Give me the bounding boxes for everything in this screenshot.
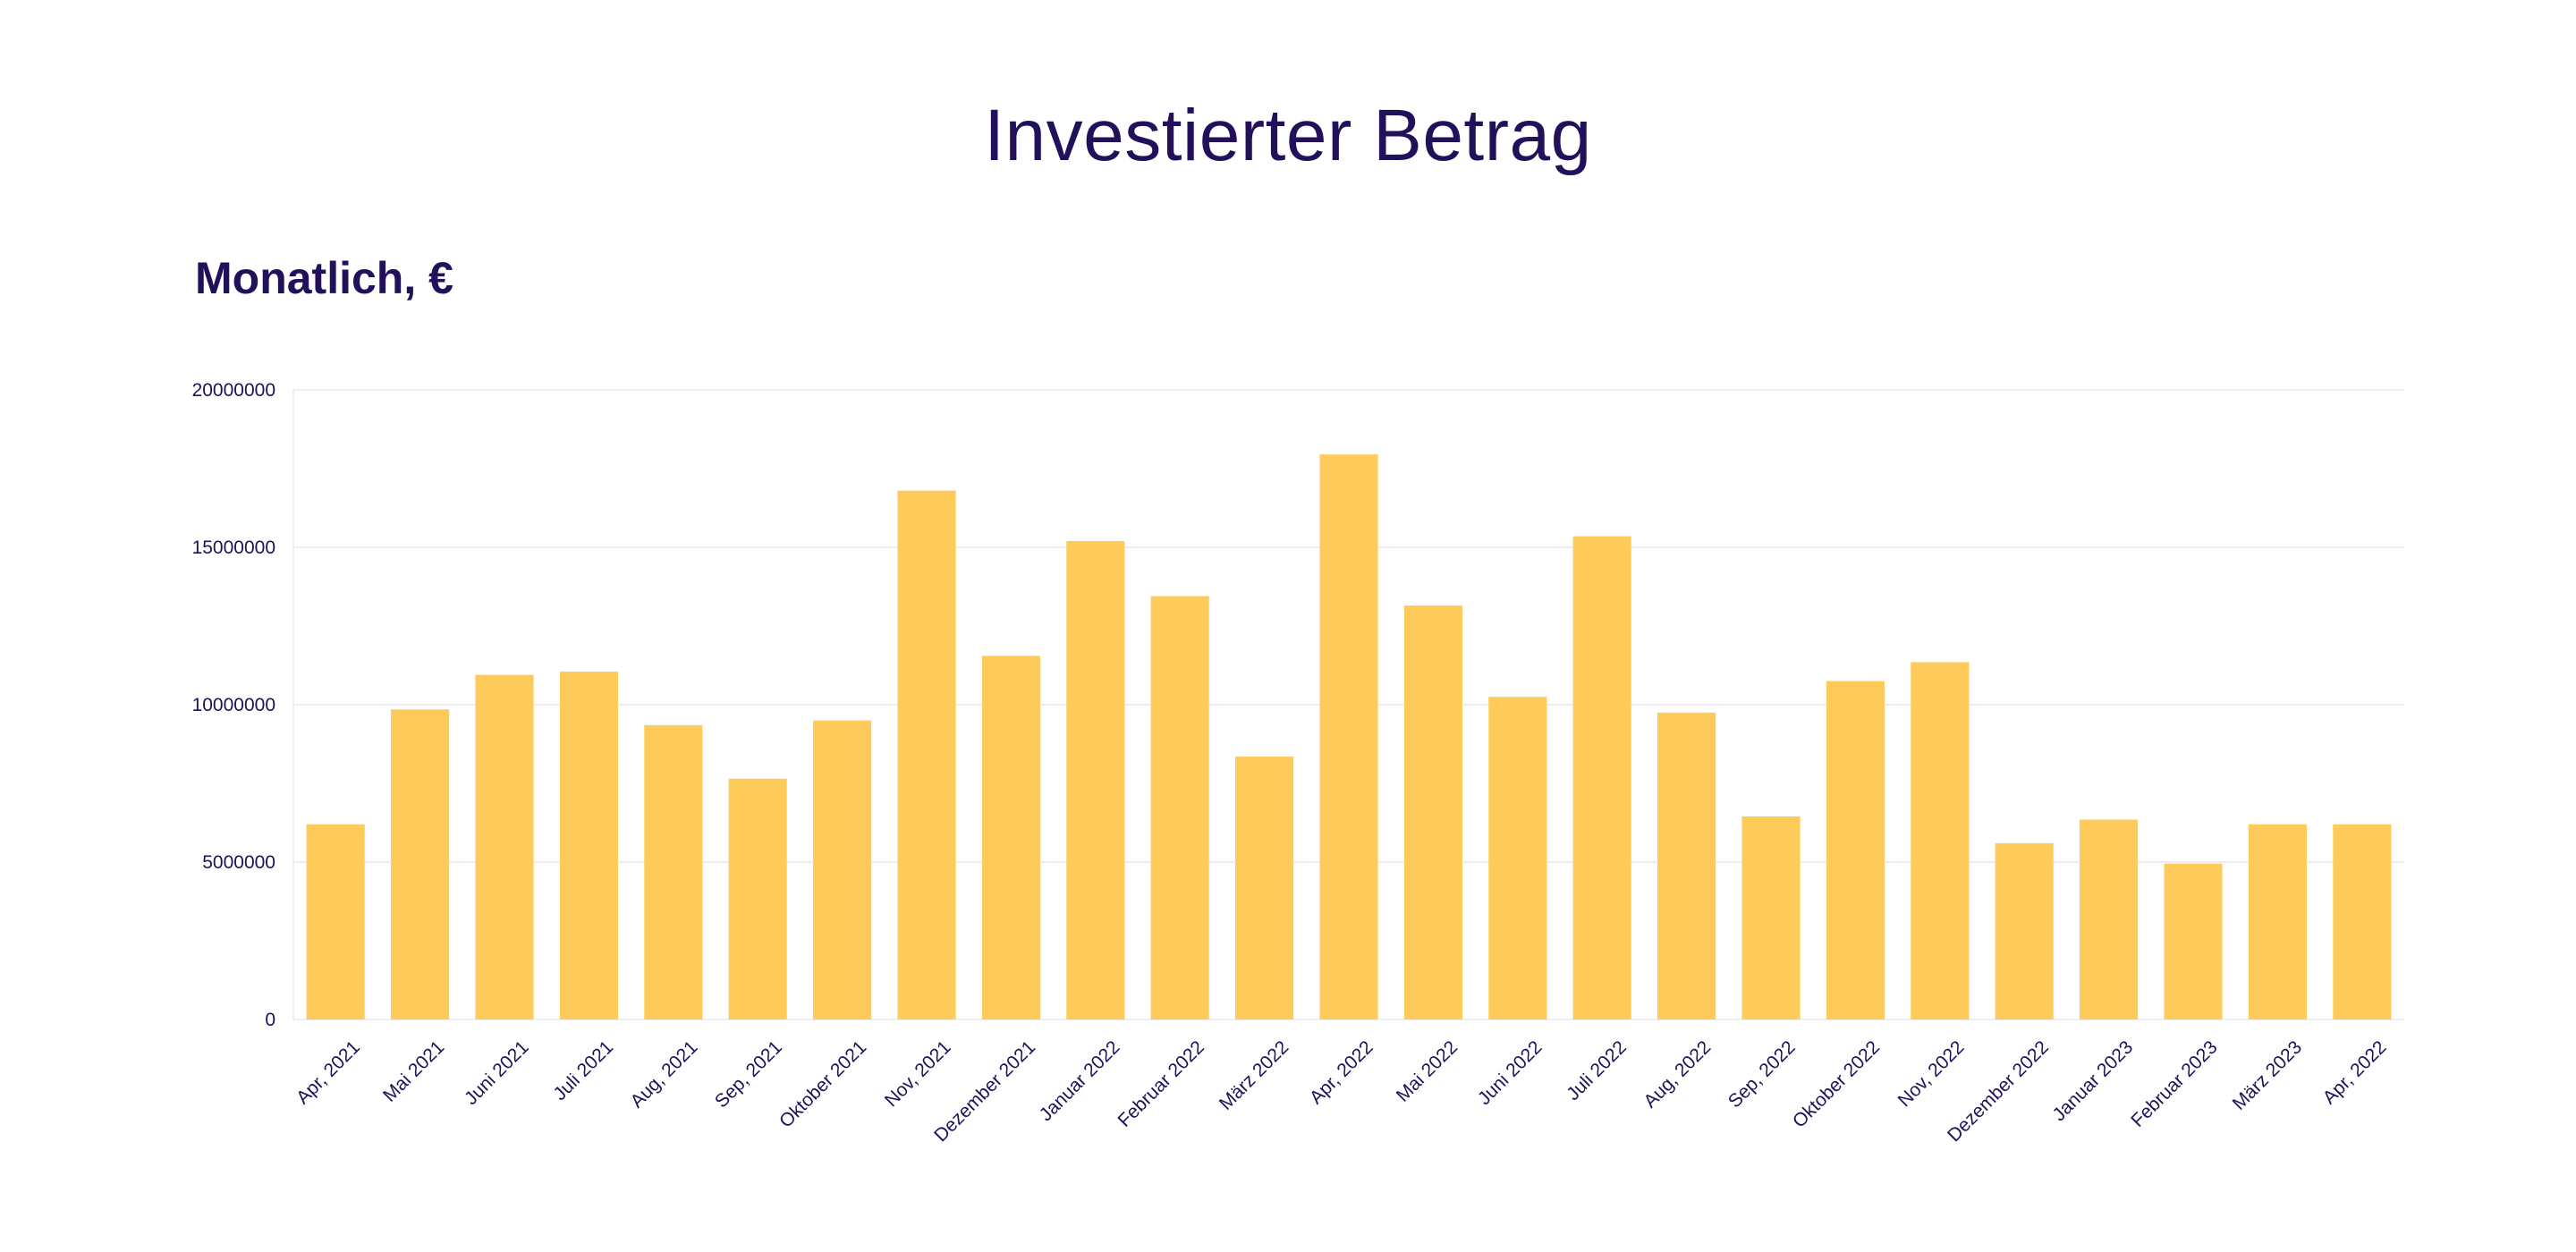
- x-tick-label: Apr, 2022: [1306, 1036, 1377, 1108]
- chart-subtitle: Monatlich, €: [195, 253, 453, 303]
- x-tick-label: Mai 2022: [1393, 1036, 1462, 1105]
- bar[interactable]: [1741, 816, 1801, 1019]
- bar[interactable]: [559, 672, 618, 1019]
- bar[interactable]: [1488, 697, 1547, 1019]
- y-axis: 0 5000000 10000000 15000000 20000000: [192, 380, 275, 1030]
- bar[interactable]: [2080, 819, 2139, 1019]
- x-tick-label: Sep, 2021: [711, 1036, 786, 1112]
- x-tick-label: Oktober 2022: [1789, 1036, 1884, 1131]
- x-tick-label: Nov, 2021: [881, 1036, 955, 1111]
- bar[interactable]: [2248, 824, 2307, 1019]
- x-tick-label: Juni 2021: [461, 1036, 533, 1109]
- y-tick-label: 15000000: [192, 537, 275, 558]
- page-title: Investierter Betrag: [984, 95, 1592, 176]
- bar[interactable]: [1826, 681, 1885, 1019]
- y-tick-label: 5000000: [202, 852, 275, 873]
- x-tick-label: Aug, 2021: [627, 1036, 702, 1112]
- x-tick-label: Juli 2022: [1563, 1036, 1631, 1104]
- x-tick-label: Mai 2021: [379, 1036, 448, 1105]
- bar[interactable]: [306, 824, 365, 1019]
- x-tick-label: März 2023: [2229, 1036, 2306, 1113]
- bar[interactable]: [475, 674, 534, 1019]
- bar[interactable]: [1066, 540, 1125, 1019]
- bar[interactable]: [2164, 863, 2223, 1019]
- bar[interactable]: [1150, 596, 1209, 1019]
- y-tick-label: 0: [265, 1010, 275, 1030]
- x-tick-label: Apr, 2021: [292, 1036, 364, 1108]
- bar[interactable]: [391, 709, 450, 1019]
- bar[interactable]: [644, 724, 703, 1019]
- bar[interactable]: [813, 720, 872, 1019]
- x-tick-label: März 2022: [1216, 1036, 1292, 1113]
- x-tick-label: Februar 2022: [1114, 1036, 1208, 1130]
- x-tick-label: Nov, 2022: [1894, 1036, 1969, 1111]
- bar[interactable]: [1657, 712, 1716, 1019]
- bar[interactable]: [1572, 536, 1631, 1019]
- x-tick-label: Sep, 2022: [1724, 1036, 1800, 1112]
- x-tick-label: Oktober 2021: [775, 1036, 870, 1131]
- y-tick-label: 20000000: [192, 380, 275, 401]
- bar[interactable]: [1403, 605, 1462, 1019]
- bar[interactable]: [1995, 842, 2054, 1019]
- x-axis: Apr, 2021 Mai 2021 Juni 2021 Juli 2021 Aug, …: [292, 1036, 2390, 1146]
- bar[interactable]: [897, 490, 956, 1019]
- x-tick-label: Juli 2021: [549, 1036, 617, 1104]
- bar[interactable]: [1235, 757, 1294, 1019]
- bar[interactable]: [2333, 824, 2392, 1019]
- bar[interactable]: [981, 656, 1040, 1019]
- bars: [306, 454, 2392, 1019]
- x-tick-label: Februar 2023: [2127, 1036, 2221, 1130]
- x-tick-label: Apr, 2022: [2319, 1036, 2391, 1108]
- bar[interactable]: [1911, 662, 1970, 1019]
- y-tick-label: 10000000: [192, 695, 275, 715]
- bar[interactable]: [1319, 454, 1378, 1019]
- x-tick-label: Juni 2022: [1474, 1036, 1546, 1109]
- bar[interactable]: [728, 778, 787, 1019]
- x-tick-label: Januar 2022: [1036, 1036, 1124, 1125]
- x-tick-label: Januar 2023: [2048, 1036, 2137, 1125]
- x-tick-label: Aug, 2022: [1640, 1036, 1715, 1112]
